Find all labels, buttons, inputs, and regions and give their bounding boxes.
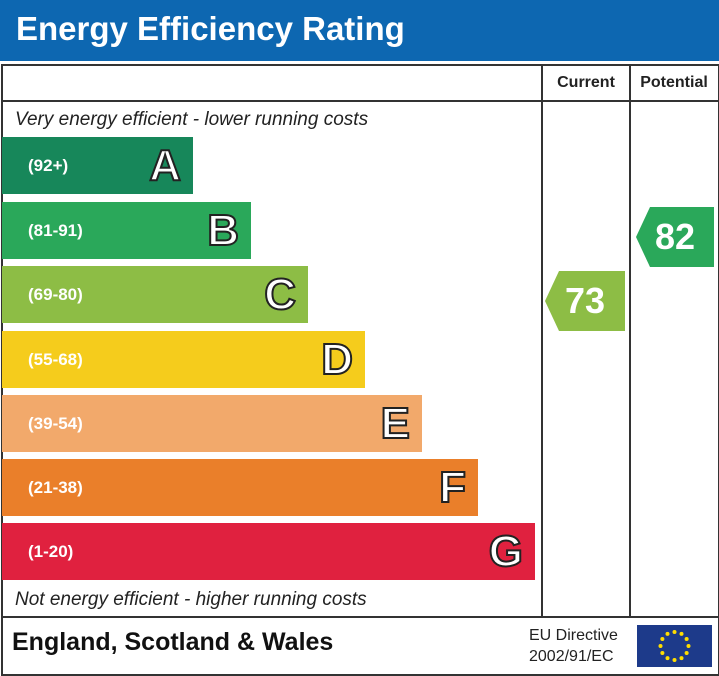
band-g: (1-20) G (2, 523, 535, 580)
band-range: (39-54) (28, 414, 83, 433)
divider (1, 100, 718, 102)
divider (541, 64, 543, 618)
eu-star (660, 651, 665, 655)
band-letter: E (380, 398, 411, 449)
chart-title: Energy Efficiency Rating (16, 10, 405, 47)
band-letter: G (488, 526, 524, 577)
band-f: (21-38) F (2, 459, 478, 516)
band-e: (39-54) E (2, 395, 422, 452)
band-letter: D (320, 334, 354, 385)
band-b: (81-91) B (2, 202, 251, 259)
eu-star (660, 637, 665, 641)
eu-star (684, 637, 689, 641)
eu-star (672, 658, 677, 662)
divider (629, 64, 631, 618)
band-a: (92+) A (2, 137, 193, 194)
eu-star (684, 651, 689, 655)
band-range: (21-38) (28, 478, 83, 497)
eu-star (679, 631, 684, 636)
band-range: (92+) (28, 156, 69, 175)
band-c: (69-80) C (2, 266, 308, 323)
top-note: Very energy efficient - lower running co… (15, 109, 369, 130)
bottom-note: Not energy efficient - higher running co… (15, 589, 367, 610)
title-bar (0, 0, 719, 61)
potential-rating-arrow: 82 (636, 207, 714, 267)
region-label: England, Scotland & Wales (12, 628, 334, 656)
eu-star (679, 656, 684, 661)
band-d: (55-68) D (2, 331, 365, 388)
eu-star (686, 644, 691, 648)
current-rating-arrow: 73 (545, 271, 625, 331)
band-range: (55-68) (28, 350, 83, 369)
directive-number: 2002/91/EC (529, 648, 614, 665)
divider (1, 616, 718, 618)
band-letter: F (438, 462, 467, 513)
band-range: (1-20) (28, 542, 74, 561)
eu-star (658, 644, 663, 648)
column-header-current: Current (557, 74, 615, 91)
band-letter: B (206, 205, 240, 256)
band-letter: A (148, 140, 182, 191)
band-letter: C (263, 269, 297, 320)
band-range: (69-80) (28, 285, 83, 304)
eu-flag-icon (637, 625, 712, 667)
eu-star (672, 630, 677, 634)
eu-star (665, 631, 670, 636)
column-header-potential: Potential (640, 74, 708, 91)
directive-label: EU Directive (529, 627, 618, 644)
eu-star (665, 656, 670, 661)
band-range: (81-91) (28, 221, 83, 240)
